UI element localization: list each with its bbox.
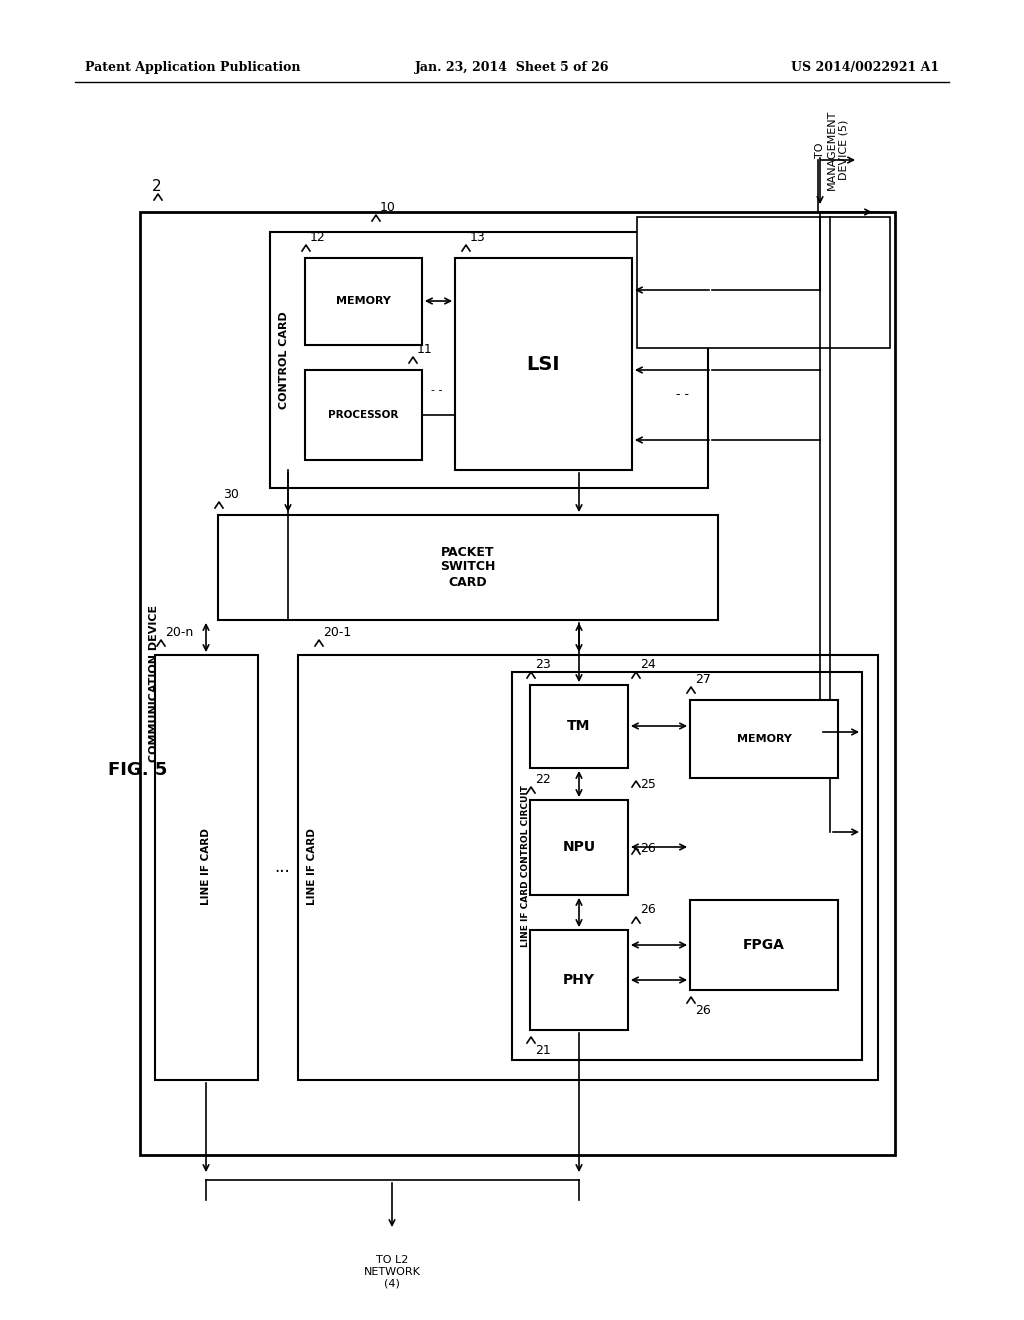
Text: 26: 26 — [640, 903, 655, 916]
Text: Jan. 23, 2014  Sheet 5 of 26: Jan. 23, 2014 Sheet 5 of 26 — [415, 62, 609, 74]
Text: FIG. 5: FIG. 5 — [108, 762, 167, 779]
Text: 13: 13 — [470, 231, 485, 244]
Bar — [530, 931, 628, 1030]
Text: 23: 23 — [535, 657, 551, 671]
Text: LINE IF CARD CONTROL CIRCUIT: LINE IF CARD CONTROL CIRCUIT — [521, 785, 530, 946]
Bar — [512, 672, 862, 1060]
Text: 11: 11 — [417, 343, 433, 356]
Text: NPU: NPU — [562, 840, 596, 854]
Text: 24: 24 — [640, 657, 655, 671]
Text: CONTROL CARD: CONTROL CARD — [279, 312, 289, 409]
Text: COMMUNICATION DEVICE: COMMUNICATION DEVICE — [150, 605, 159, 762]
Text: LINE IF CARD: LINE IF CARD — [307, 829, 317, 906]
Text: - -: - - — [431, 385, 442, 395]
Text: MEMORY: MEMORY — [736, 734, 792, 744]
Text: PACKET
SWITCH
CARD: PACKET SWITCH CARD — [440, 545, 496, 589]
Text: PROCESSOR: PROCESSOR — [328, 411, 398, 420]
Bar — [690, 700, 838, 777]
Bar — [155, 655, 258, 1080]
Text: FPGA: FPGA — [743, 939, 785, 952]
Bar — [140, 213, 895, 1155]
Text: 22: 22 — [535, 774, 551, 785]
Text: MEMORY: MEMORY — [336, 296, 390, 306]
Text: 20-n: 20-n — [165, 626, 194, 639]
Text: 2: 2 — [152, 180, 162, 194]
Text: - -: - - — [676, 388, 688, 400]
Text: TO L2
NETWORK
(4): TO L2 NETWORK (4) — [364, 1255, 421, 1288]
Text: LSI: LSI — [526, 355, 560, 374]
Text: 10: 10 — [380, 201, 396, 214]
Text: 30: 30 — [223, 488, 239, 502]
Text: US 2014/0022921 A1: US 2014/0022921 A1 — [791, 62, 939, 74]
Text: TO
MANAGEMENT
DEVICE (5): TO MANAGEMENT DEVICE (5) — [815, 110, 849, 190]
Text: 12: 12 — [310, 231, 326, 244]
Text: 26: 26 — [640, 842, 655, 855]
Text: LINE IF CARD: LINE IF CARD — [201, 829, 211, 906]
Bar — [455, 257, 632, 470]
Text: 21: 21 — [535, 1044, 551, 1057]
Text: 20-1: 20-1 — [323, 626, 351, 639]
Bar — [530, 685, 628, 768]
Text: 26: 26 — [695, 1005, 711, 1016]
Bar — [305, 257, 422, 345]
Text: 27: 27 — [695, 673, 711, 686]
Text: Patent Application Publication: Patent Application Publication — [85, 62, 300, 74]
Bar — [530, 800, 628, 895]
Bar — [218, 515, 718, 620]
Bar — [270, 232, 708, 488]
Text: TM: TM — [567, 719, 591, 733]
Text: 25: 25 — [640, 777, 656, 791]
Text: PHY: PHY — [563, 973, 595, 987]
Bar — [690, 900, 838, 990]
Bar — [305, 370, 422, 459]
Bar — [298, 655, 878, 1080]
Bar — [637, 216, 890, 348]
Text: ...: ... — [274, 858, 290, 876]
